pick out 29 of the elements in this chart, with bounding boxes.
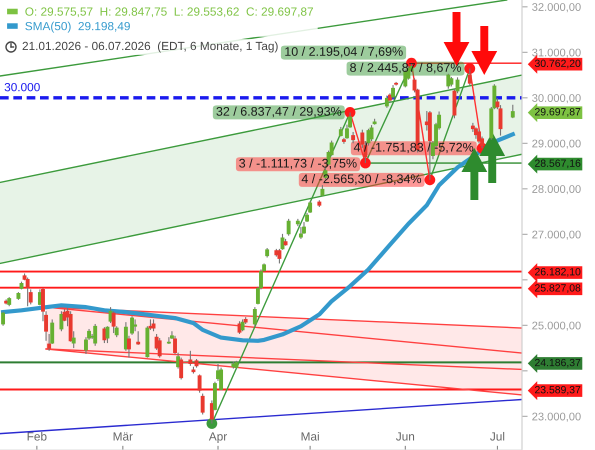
text: O: 29.575,57 H: 29.847,75 L: 29.553,62 C: 29.697,87 bbox=[25, 7, 313, 18]
x-tick-label: Jun bbox=[396, 432, 414, 441]
annotation: 4 / -2.565,30 / -8,34% bbox=[302, 174, 422, 185]
annotation: 3 / -1.111,73 / -3,75% bbox=[239, 158, 357, 170]
data-label: 30.762,20 bbox=[534, 60, 580, 68]
x-tick-label: Jul bbox=[490, 432, 504, 441]
annotation: 32 / 6.837,47 / 29,93% bbox=[216, 106, 342, 118]
ref-line-label: 24.186,37 bbox=[535, 358, 580, 368]
y-tick-label: 27.000,00 bbox=[532, 230, 581, 240]
ref-line-label: 30.000 bbox=[4, 82, 40, 92]
legend-label: SMA(50) 29.198,49 bbox=[25, 22, 130, 33]
x-tick-label: Mai bbox=[302, 432, 319, 441]
annotation: 10 / 2.195,04 / 7,69% bbox=[285, 46, 403, 58]
y-tick-label: 23.000,00 bbox=[532, 412, 581, 422]
y-tick-label: 32.000,00 bbox=[532, 3, 581, 12]
text: 29.697,87 bbox=[535, 108, 580, 117]
y-tick-label: 31.000,00 bbox=[532, 48, 581, 58]
y-tick-label: 29.000,00 bbox=[532, 140, 581, 149]
ref-line-label: 23.589,37 bbox=[535, 386, 580, 395]
y-tick-label: 30.000,00 bbox=[532, 94, 581, 104]
y-tick-label: 28.000,00 bbox=[532, 185, 581, 194]
y-tick-label: 25.000,00 bbox=[532, 322, 581, 331]
ref-line-label: 26.182,10 bbox=[535, 268, 580, 277]
data-label: 28.567,16 bbox=[535, 160, 580, 168]
x-tick-label: Feb bbox=[28, 432, 47, 441]
text: 21.01.2026 - 06.07.2026 (EDT, 6 Monate, 1 Tag) bbox=[22, 42, 278, 52]
x-tick-label: Mär bbox=[114, 432, 133, 441]
ref-line-label: 25.827,08 bbox=[535, 284, 580, 293]
x-tick-label: Apr bbox=[208, 432, 227, 443]
